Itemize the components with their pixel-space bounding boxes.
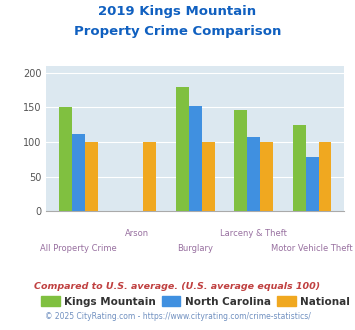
Text: Property Crime Comparison: Property Crime Comparison (74, 25, 281, 38)
Bar (72, 134, 85, 211)
Bar (234, 110, 247, 211)
Bar (247, 137, 260, 211)
Text: Arson: Arson (125, 229, 149, 238)
Text: Motor Vehicle Theft: Motor Vehicle Theft (271, 244, 353, 253)
Text: All Property Crime: All Property Crime (40, 244, 117, 253)
Bar (85, 142, 98, 211)
Bar (189, 106, 202, 211)
Bar (319, 142, 332, 211)
Text: Compared to U.S. average. (U.S. average equals 100): Compared to U.S. average. (U.S. average … (34, 282, 321, 291)
Bar (176, 87, 189, 211)
Text: © 2025 CityRating.com - https://www.cityrating.com/crime-statistics/: © 2025 CityRating.com - https://www.city… (45, 312, 310, 321)
Bar (306, 157, 319, 211)
Text: Burglary: Burglary (177, 244, 213, 253)
Text: Larceny & Theft: Larceny & Theft (220, 229, 287, 238)
Bar (202, 142, 214, 211)
Bar (59, 108, 72, 211)
Bar (260, 142, 273, 211)
Legend: Kings Mountain, North Carolina, National: Kings Mountain, North Carolina, National (37, 292, 354, 311)
Bar (143, 142, 156, 211)
Text: 2019 Kings Mountain: 2019 Kings Mountain (98, 5, 257, 18)
Bar (293, 125, 306, 211)
